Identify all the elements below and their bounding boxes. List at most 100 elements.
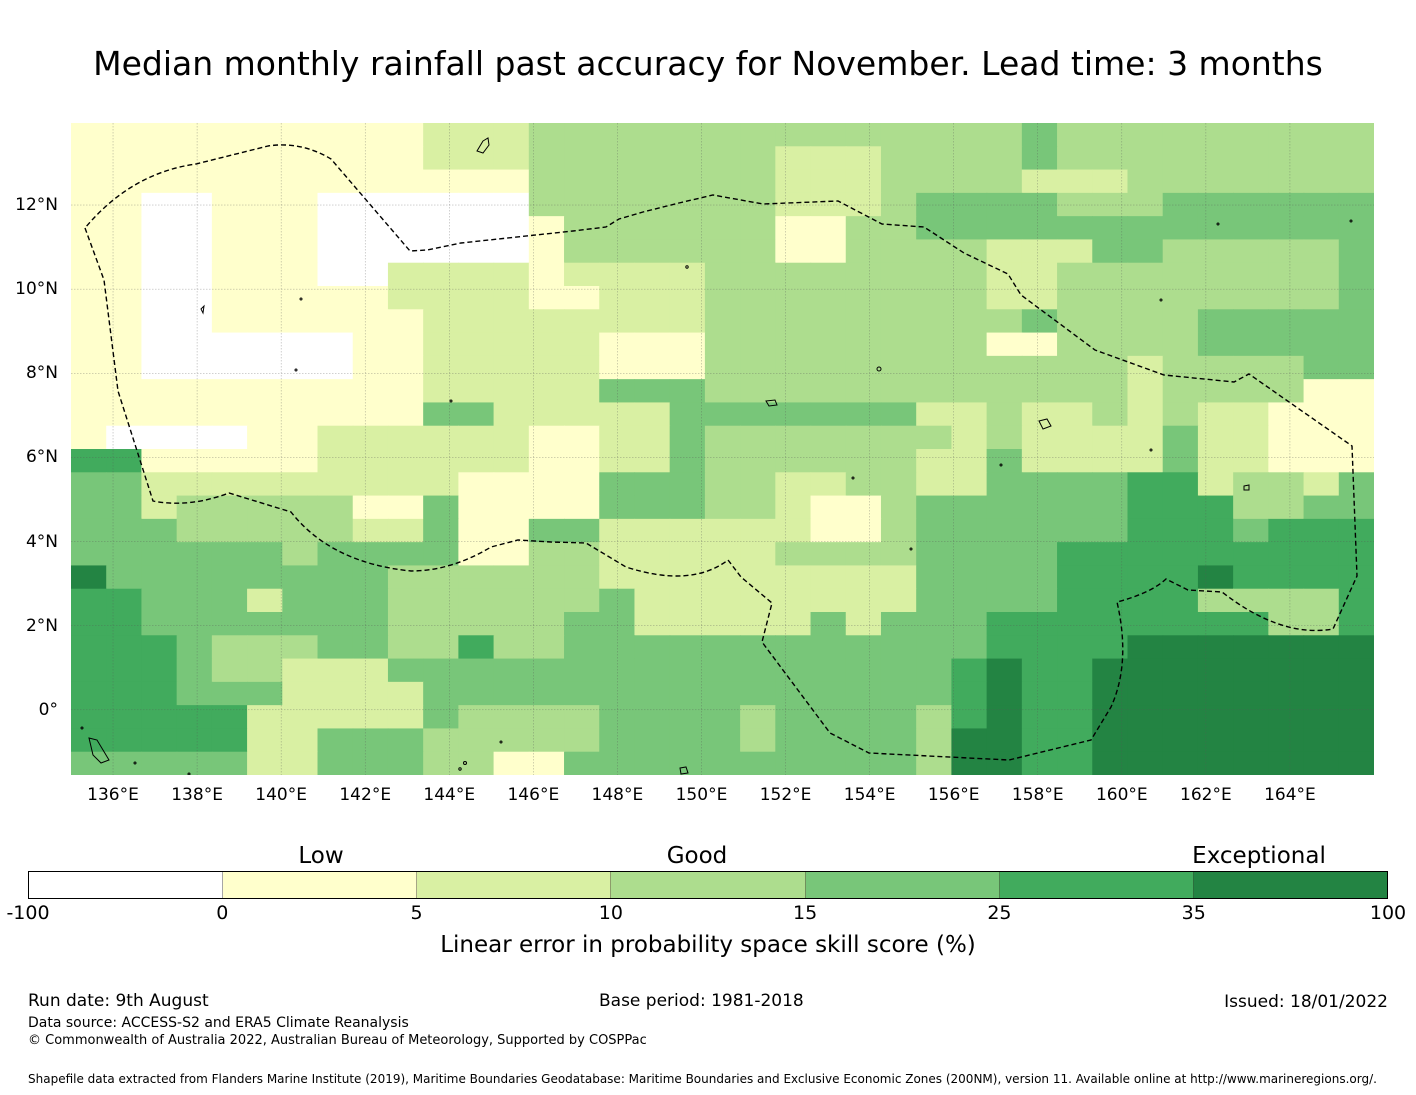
skill-cell xyxy=(669,588,706,613)
skill-cell xyxy=(493,565,530,590)
skill-cell xyxy=(387,355,424,380)
skill-cell xyxy=(1197,425,1234,450)
skill-cell xyxy=(599,612,636,636)
skill-cell xyxy=(951,612,988,636)
skill-cell xyxy=(775,216,812,241)
skill-cell xyxy=(423,728,459,753)
skill-cell xyxy=(528,355,565,380)
skill-cell xyxy=(1197,472,1234,497)
skill-cell xyxy=(1268,146,1305,171)
skill-cell xyxy=(1303,123,1340,147)
skill-cell xyxy=(282,262,319,287)
skill-cell xyxy=(775,635,812,660)
skill-cell xyxy=(1303,355,1340,380)
skill-cell xyxy=(1338,588,1374,613)
skill-cell xyxy=(669,355,706,380)
skill-cell xyxy=(599,286,636,310)
skill-cell xyxy=(106,635,143,660)
latitude-tick-label: 8°N xyxy=(25,363,58,384)
skill-cell xyxy=(599,123,636,147)
skill-cell xyxy=(740,565,776,590)
skill-cell xyxy=(880,286,917,310)
skill-cell xyxy=(704,495,741,520)
skill-cell xyxy=(528,169,565,194)
skill-cell xyxy=(282,425,319,450)
skill-cell xyxy=(1197,705,1234,730)
skill-cell xyxy=(599,216,636,241)
skill-cell xyxy=(1021,379,1058,404)
skill-cell xyxy=(141,705,178,730)
skill-cell xyxy=(282,239,319,264)
map-canvas xyxy=(71,123,1374,775)
skill-cell xyxy=(916,309,953,334)
skill-cell xyxy=(1303,518,1340,543)
skill-cell xyxy=(1197,379,1234,404)
skill-cell xyxy=(493,425,530,450)
skill-cell xyxy=(669,332,706,357)
skill-cell xyxy=(775,565,812,590)
skill-cell xyxy=(141,495,178,520)
skill-cell xyxy=(564,309,600,334)
skill-cell xyxy=(141,309,178,334)
skill-cell xyxy=(1338,309,1374,334)
skill-cell xyxy=(634,495,671,520)
skill-cell xyxy=(564,123,600,147)
skill-cell xyxy=(1127,402,1164,427)
skill-cell xyxy=(1197,216,1234,241)
skill-cell xyxy=(634,332,671,357)
skill-cell xyxy=(387,146,424,171)
skill-cell xyxy=(951,728,988,753)
skill-cell xyxy=(669,705,706,730)
skill-cell xyxy=(564,286,600,310)
skill-cell xyxy=(986,309,1023,334)
skill-cell xyxy=(669,635,706,660)
skill-cell xyxy=(352,751,389,775)
skill-cell xyxy=(1268,705,1305,730)
skill-cell xyxy=(282,705,319,730)
skill-cell xyxy=(669,751,706,775)
skill-cell xyxy=(106,705,143,730)
skill-cell xyxy=(1021,262,1058,287)
skill-cell xyxy=(493,472,530,497)
skill-cell xyxy=(106,402,143,427)
skill-cell xyxy=(1092,379,1129,404)
skill-cell xyxy=(176,379,213,404)
skill-cell xyxy=(704,239,741,264)
skill-cell xyxy=(141,565,178,590)
skill-cell xyxy=(1092,495,1129,520)
skill-cell xyxy=(951,309,988,334)
skill-cell xyxy=(1021,309,1058,334)
skill-cell xyxy=(1021,449,1058,473)
skill-cell xyxy=(1127,239,1164,264)
skill-cell xyxy=(1021,425,1058,450)
skill-cell xyxy=(1021,146,1058,171)
skill-cell xyxy=(1162,355,1199,380)
skill-cell xyxy=(317,216,354,241)
skill-cell xyxy=(317,169,354,194)
skill-cell xyxy=(1338,612,1374,636)
skill-cell xyxy=(387,216,424,241)
skill-cell xyxy=(740,728,776,753)
skill-cell xyxy=(669,565,706,590)
skill-cell xyxy=(141,169,178,194)
skill-cell xyxy=(528,449,565,473)
skill-cell xyxy=(704,518,741,543)
skill-cell xyxy=(423,169,459,194)
skill-cell xyxy=(211,588,248,613)
skill-cell xyxy=(1127,262,1164,287)
skill-cell xyxy=(282,565,319,590)
skill-cell xyxy=(1197,612,1234,636)
skill-cell xyxy=(528,402,565,427)
skill-cell xyxy=(1057,612,1093,636)
skill-cell xyxy=(352,169,389,194)
skill-cell xyxy=(387,612,424,636)
skill-cell xyxy=(247,635,283,660)
skill-cell xyxy=(669,309,706,334)
skill-cell xyxy=(71,472,107,497)
skill-cell xyxy=(986,518,1023,543)
skill-cell xyxy=(1268,588,1305,613)
skill-cell xyxy=(247,728,283,753)
skill-cell xyxy=(387,495,424,520)
skill-cell xyxy=(880,612,917,636)
skill-cell xyxy=(1233,658,1269,683)
